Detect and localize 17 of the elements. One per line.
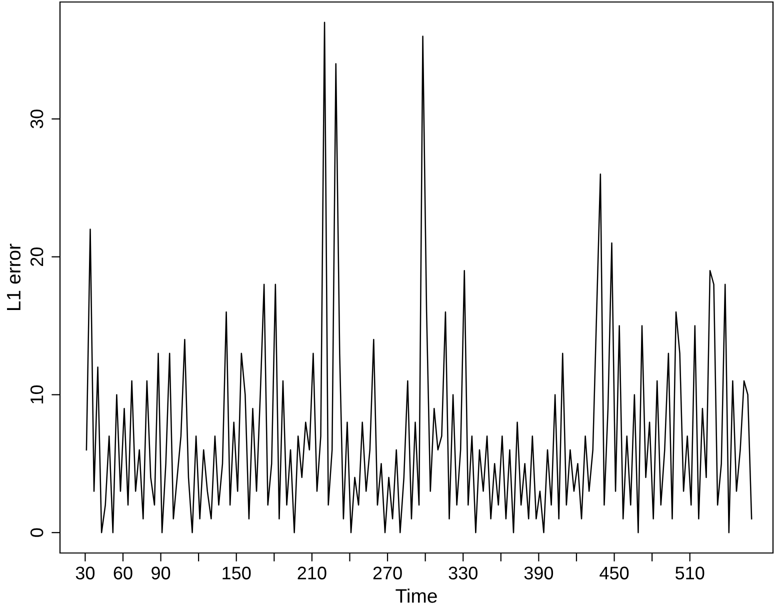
x-tick-label: 210	[298, 566, 326, 580]
x-tick-label: 150	[222, 566, 251, 580]
y-tick-label: 0	[30, 528, 44, 537]
x-tick-label: 510	[676, 566, 704, 580]
x-tick-label: 30	[76, 566, 95, 580]
x-tick-label: 390	[524, 566, 554, 580]
y-tick-label: 10	[30, 385, 44, 404]
x-tick-label: 60	[114, 566, 132, 580]
y-tick-label: 20	[30, 247, 44, 266]
x-axis-title: Time	[396, 588, 437, 603]
x-tick-label: 450	[600, 566, 629, 580]
x-tick-label: 90	[152, 566, 170, 580]
x-tick-label: 270	[373, 566, 402, 580]
y-tick-label: 30	[30, 110, 44, 128]
x-tick-label: 330	[448, 566, 478, 580]
y-axis-title: L1 error	[7, 244, 21, 310]
line-series	[86, 22, 752, 534]
